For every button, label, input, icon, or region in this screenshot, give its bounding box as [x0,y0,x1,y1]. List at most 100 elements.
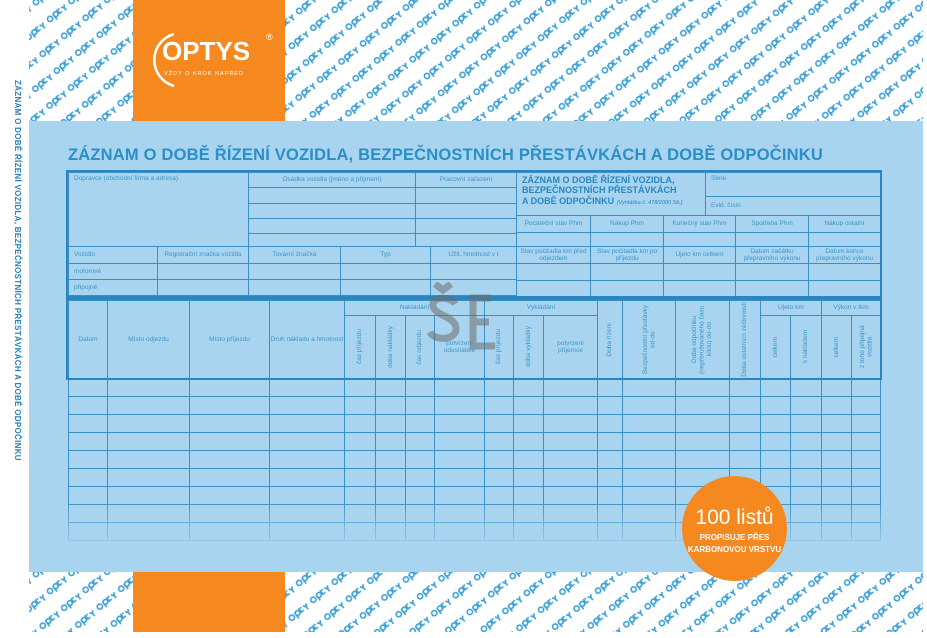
cell-label: připojné [74,283,98,291]
table-cell [513,396,544,415]
sheet-count-badge: 100 listů PROPISUJE PŘES KARBONOVOU VRSTV… [682,476,787,581]
table-cell [189,378,270,397]
table-cell [189,414,270,433]
table-cell [851,432,881,451]
table-cell [375,450,406,469]
table-cell [375,432,406,451]
table-cell [513,468,544,487]
table-cell [269,396,345,415]
table-cell [729,396,761,415]
table-cell [790,468,822,487]
cell-label: Dopravce (obchodní firma a adresa) [74,175,179,182]
table-cell [851,378,881,397]
table-cell [269,414,345,433]
cell-label: Místo příjezdu [209,335,250,343]
table-cell [344,414,376,433]
table-cell [543,432,598,451]
table-cell [107,432,190,451]
form-title: ZÁZNAM O DOBĚ ŘÍZENÍ VOZIDLA, BEZPEČNOST… [68,146,823,164]
table-cell [484,396,514,415]
table-cell [760,378,791,397]
table-cell [269,450,345,469]
table-cell [729,378,761,397]
badge-line: KARBONOVOU VRSTVU [687,545,782,554]
table-cell [375,468,406,487]
cell-label: Konečný stav Phm [672,220,727,228]
cell-label: Spotřeba Phm [751,220,793,228]
logo-wordmark: OPTYS [162,36,251,66]
cell-label: Vykládání [526,304,556,312]
table-cell [189,396,270,415]
cell-label: Druh nákladu a hmotnost [270,335,344,343]
cell-label: Ujeto km [778,304,804,312]
table-cell [434,450,485,469]
vehicle-info-table [66,170,882,298]
table-cell [760,396,791,415]
form-title-line: A DOBĚ ODPOČINKU [522,195,615,206]
table-cell [543,468,598,487]
table-cell [597,450,623,469]
optys-logo: OPTYS ® VŽDY O KROK NAPŘED [150,28,280,88]
table-cell [375,396,406,415]
table-cell [344,432,376,451]
table-cell [434,468,485,487]
cell-label: Tovární značka [272,251,317,259]
table-cell [729,432,761,451]
table-cell [405,468,435,487]
cell-label: Osádka vozidla (jméno a příjmení) [282,176,382,184]
cell-label: potvrzení příjemce [557,339,584,354]
table-cell [513,432,544,451]
cell-label: potvrzení odesílatele [443,339,476,354]
cell-label: Výkon v tkm [833,304,869,312]
table-cell [484,414,514,433]
table-cell [405,396,435,415]
table-cell [107,468,190,487]
table-cell [484,450,514,469]
cell-label: Počáteční stav Phm [524,220,583,228]
table-cell [344,468,376,487]
table-cell [68,432,108,451]
cell-label: Registrační značka vozidla [164,251,242,259]
table-cell [675,378,730,397]
cell-label: Stav počitadla km před odjezdem [520,247,587,262]
table-cell [675,432,730,451]
cell-label: Datum začátku přepravního výkonu [743,247,801,262]
table-cell [597,378,623,397]
table-cell [344,396,376,415]
table-cell [543,450,598,469]
table-cell [405,432,435,451]
table-cell [821,396,852,415]
cell-label: Vozidlo [74,251,95,259]
table-cell [513,450,544,469]
table-cell [675,396,730,415]
table-cell [760,414,791,433]
table-cell [821,468,852,487]
table-cell [543,414,598,433]
cell-label: Nákup ostatní [824,220,865,228]
table-cell [189,468,270,487]
sheet-fade [29,500,923,572]
table-cell [851,396,881,415]
table-cell [434,414,485,433]
table-cell [68,396,108,415]
table-cell [344,450,376,469]
orange-stripe-top [133,0,285,121]
cell-label: Nákup Phm [610,220,644,228]
cell-label: Typ [380,251,391,259]
table-cell [790,450,822,469]
decree-note: (Vyhláška č. 478/2000 Sb.) [616,199,683,206]
form-title-line: ZÁZNAM O DOBĚ ŘÍZENÍ VOZIDLA, [522,175,675,185]
table-cell [760,432,791,451]
table-cell [405,414,435,433]
table-cell [107,378,190,397]
table-cell [675,414,730,433]
table-cell [622,378,676,397]
logo-arc-icon [153,32,175,88]
table-cell [107,450,190,469]
table-cell [851,468,881,487]
table-cell [269,378,345,397]
table-cell [790,414,822,433]
table-cell [434,396,485,415]
table-cell [790,432,822,451]
table-cell [344,378,376,397]
